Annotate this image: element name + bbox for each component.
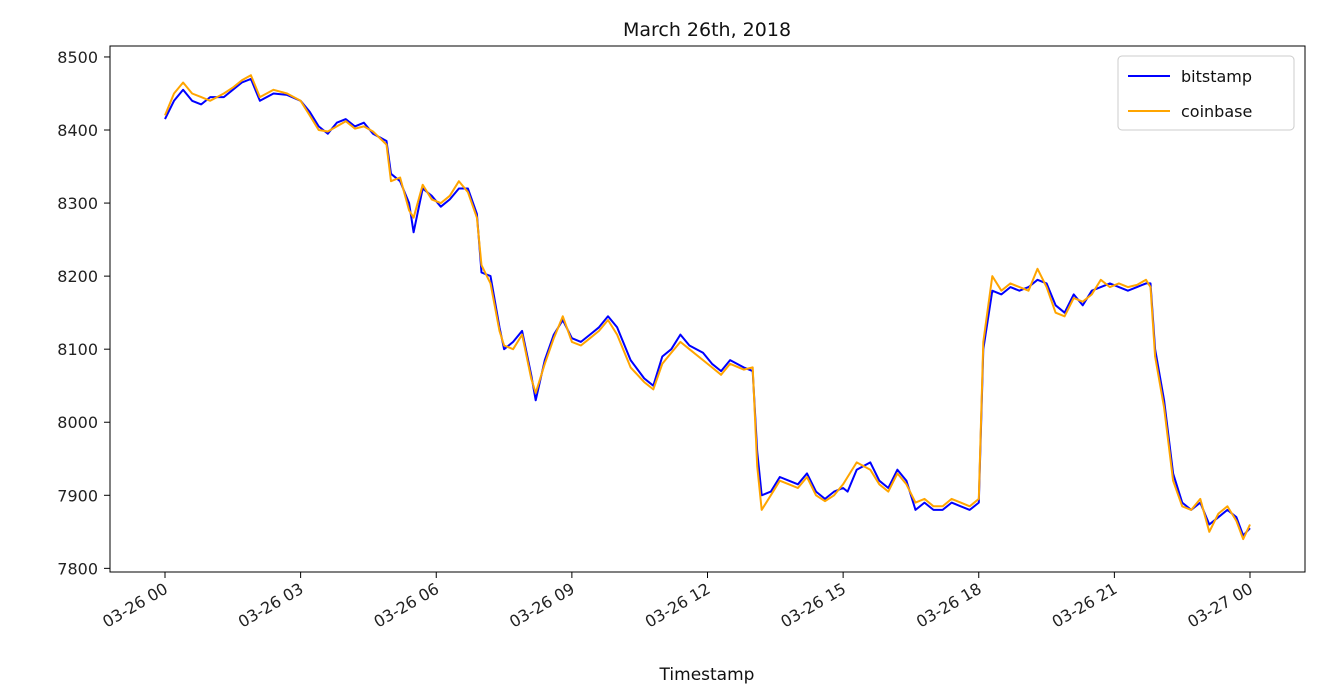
legend-label-coinbase: coinbase: [1181, 102, 1252, 121]
y-axis: 7800 7900 8000 8100 8200 8300 8400 8500: [57, 48, 110, 578]
y-tick-label: 8300: [57, 194, 98, 213]
x-tick-label: 03-26 21: [1049, 579, 1121, 631]
x-axis: 03-26 00 03-26 03 03-26 06 03-26 09 03-26 12…: [99, 572, 1256, 631]
y-tick-label: 8200: [57, 267, 98, 286]
series-line-bitstamp: [164, 77, 1251, 537]
x-tick-label: 03-26 18: [913, 579, 985, 631]
x-tick-label: 03-26 15: [777, 579, 849, 631]
legend: bitstamp coinbase: [1117, 55, 1295, 131]
y-tick-label: 7800: [57, 559, 98, 578]
legend-label-bitstamp: bitstamp: [1181, 67, 1252, 86]
y-tick-label: 8000: [57, 413, 98, 432]
x-axis-label: Timestamp: [659, 665, 755, 685]
chart-title: March 26th, 2018: [623, 19, 791, 41]
y-tick-label: 8400: [57, 121, 98, 140]
x-tick-label: 03-27 00: [1184, 579, 1256, 631]
x-tick-label: 03-26 06: [370, 579, 442, 631]
x-tick-label: 03-26 00: [99, 579, 171, 631]
series-layer: [164, 74, 1251, 541]
x-tick-label: 03-26 09: [506, 579, 578, 631]
y-tick-label: 7900: [57, 486, 98, 505]
y-tick-label: 8500: [57, 48, 98, 67]
series-line-coinbase: [164, 74, 1251, 541]
x-tick-label: 03-26 12: [642, 579, 714, 631]
y-tick-label: 8100: [57, 340, 98, 359]
x-tick-label: 03-26 03: [235, 579, 307, 631]
